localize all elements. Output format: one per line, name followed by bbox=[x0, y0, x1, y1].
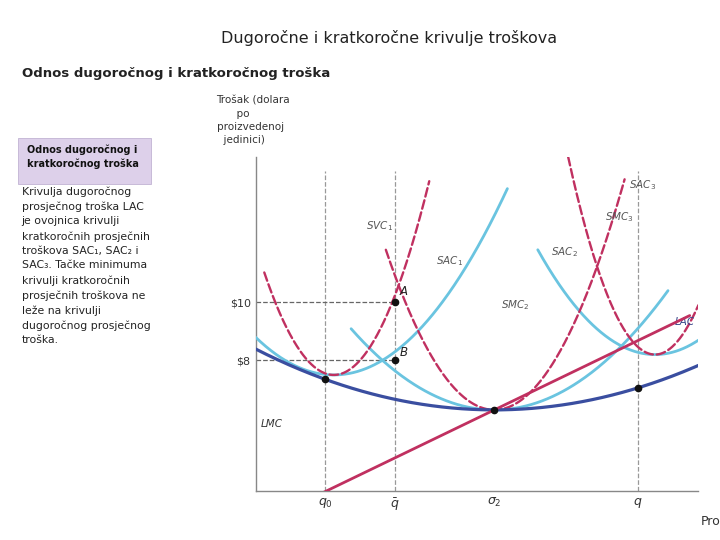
Text: Krivulja dugoročnog
prosječnog troška LAC
je ovojnica krivulji
kratkoročnih pros: Krivulja dugoročnog prosječnog troška LA… bbox=[22, 186, 150, 346]
Text: SMC$_3$: SMC$_3$ bbox=[605, 211, 634, 225]
Text: Odnos dugoročnog i
kratkoročnog troška: Odnos dugoročnog i kratkoročnog troška bbox=[27, 144, 139, 170]
Text: LMC: LMC bbox=[261, 420, 283, 429]
Text: B: B bbox=[400, 346, 408, 359]
Text: SMC$_2$: SMC$_2$ bbox=[501, 298, 530, 312]
Text: SVC$_1$: SVC$_1$ bbox=[366, 219, 393, 233]
Text: SAC$_2$: SAC$_2$ bbox=[551, 246, 577, 259]
Text: Dugoročne i kratkoročne krivulje troškova: Dugoročne i kratkoročne krivulje troškov… bbox=[221, 30, 557, 46]
Text: Proizvodnja: Proizvodnja bbox=[701, 515, 720, 528]
Text: LAC: LAC bbox=[675, 318, 695, 327]
Text: SAC$_1$: SAC$_1$ bbox=[436, 254, 463, 268]
Text: Odnos dugoročnog i kratkoročnog troška: Odnos dugoročnog i kratkoročnog troška bbox=[22, 68, 330, 80]
Text: Trošak (dolara
      po
proizvedenoj
  jedinici): Trošak (dolara po proizvedenoj jedinici) bbox=[217, 96, 290, 145]
Text: A: A bbox=[400, 285, 408, 298]
Text: SAC$_3$: SAC$_3$ bbox=[629, 179, 656, 192]
